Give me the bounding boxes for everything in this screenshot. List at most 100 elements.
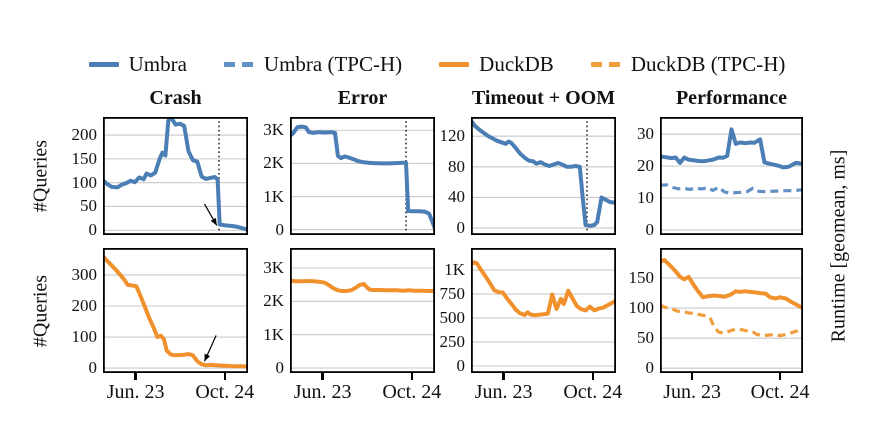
series-line-umbra-tpc-h xyxy=(660,183,803,195)
y-tick-label: 0 xyxy=(275,219,285,239)
y-tick-label: 500 xyxy=(439,308,466,328)
y-tick-label: 750 xyxy=(439,284,466,304)
legend-dashed-line-swatch xyxy=(590,62,621,68)
chart-canvas-duckdb-error xyxy=(290,248,435,373)
legend-label: Umbra (TPC-H) xyxy=(263,52,403,76)
chart-canvas-umbra-performance xyxy=(660,117,803,235)
axes-frame xyxy=(290,117,435,235)
series-line-duckdb xyxy=(103,254,248,369)
y-axis-label-runtime: Runtime [geomean, ms] xyxy=(827,149,850,343)
y-tick-label: 30 xyxy=(637,124,654,144)
x-tick-label: Jun. 23 xyxy=(293,381,352,403)
y-tick-label: 100 xyxy=(71,172,98,192)
y-tick-label: 0 xyxy=(645,358,655,378)
y-tick-label: 100 xyxy=(628,298,655,318)
y-tick-label: 2K xyxy=(263,291,284,311)
x-tick-label: Oct. 24 xyxy=(750,381,810,403)
subplot-umbra-performance xyxy=(660,117,803,235)
subplot-title-crash: Crash xyxy=(149,87,202,109)
series-line-umbra xyxy=(660,127,803,170)
x-tick-mark xyxy=(410,373,413,380)
y-tick-label: 0 xyxy=(88,358,98,378)
annotation-arrowhead xyxy=(210,217,217,226)
legend-solid-line-swatch xyxy=(439,62,470,68)
chart-canvas-duckdb-crash xyxy=(103,248,248,373)
x-tick-mark xyxy=(591,373,594,380)
legend-item-duckdb-tpc-h: DuckDB (TPC-H) xyxy=(590,52,786,76)
chart-canvas-umbra-error xyxy=(290,117,435,235)
subplot-duckdb-timeout-oom xyxy=(471,248,616,373)
series-line-duckdb xyxy=(290,278,435,293)
axes-frame xyxy=(660,248,803,373)
legend-label: DuckDB xyxy=(479,52,554,76)
y-tick-label: 120 xyxy=(439,126,466,146)
legend-item-duckdb: DuckDB xyxy=(439,52,554,76)
x-tick-mark xyxy=(778,373,782,380)
subplot-duckdb-error xyxy=(290,248,435,373)
x-tick-mark xyxy=(134,373,137,380)
legend-dashed-line-swatch xyxy=(223,62,254,68)
series-line-umbra xyxy=(471,118,616,228)
subplot-umbra-timeout-oom xyxy=(471,117,616,235)
y-tick-label: 100 xyxy=(71,327,98,347)
y-tick-label: 300 xyxy=(71,264,98,284)
y-tick-label: 0 xyxy=(456,355,466,375)
y-tick-label: 3K xyxy=(263,258,284,277)
y-tick-label: 250 xyxy=(439,332,466,351)
x-tick-label: Jun. 23 xyxy=(663,381,722,403)
x-tick-label: Oct. 24 xyxy=(563,381,623,403)
subplot-title-error: Error xyxy=(337,87,388,109)
series-line-duckdb xyxy=(471,260,616,318)
y-tick-label: 40 xyxy=(448,187,465,207)
series-line-umbra xyxy=(290,124,435,231)
x-tick-mark xyxy=(502,373,505,380)
annotation-arrowhead xyxy=(204,353,211,362)
y-tick-label: 1K xyxy=(444,260,465,280)
y-tick-label: 200 xyxy=(71,296,98,315)
y-tick-label: 0 xyxy=(275,358,285,377)
x-tick-label: Oct. 24 xyxy=(382,381,442,403)
y-tick-label: 80 xyxy=(448,156,465,176)
legend: Umbra Umbra (TPC-H) DuckDB DuckDB (TPC-H) xyxy=(0,52,874,76)
axes-frame xyxy=(290,248,435,373)
subplot-duckdb-performance xyxy=(660,248,803,373)
subplot-title-timeout-oom: Timeout + OOM xyxy=(471,87,616,109)
y-tick-label: 20 xyxy=(637,156,654,176)
series-line-umbra xyxy=(103,117,248,232)
chart-canvas-duckdb-timeout-oom xyxy=(471,248,616,373)
chart-canvas-umbra-crash xyxy=(103,117,248,235)
subplot-umbra-crash xyxy=(103,117,248,235)
y-tick-label: 3K xyxy=(263,120,284,140)
y-tick-label: 150 xyxy=(628,268,655,288)
y-tick-label: 2K xyxy=(263,153,284,173)
axes-frame xyxy=(103,117,248,235)
y-tick-label: 0 xyxy=(88,220,98,240)
series-line-duckdb-tpc-h xyxy=(660,303,803,338)
y-tick-label: 1K xyxy=(263,186,284,206)
y-tick-label: 50 xyxy=(637,328,654,348)
y-tick-label: 0 xyxy=(456,218,466,238)
subplot-title-performance: Performance xyxy=(675,87,788,109)
subplot-umbra-error xyxy=(290,117,435,235)
y-tick-label: 0 xyxy=(645,219,655,239)
axes-frame xyxy=(660,117,803,235)
legend-label: DuckDB (TPC-H) xyxy=(630,52,786,76)
legend-item-umbra: Umbra xyxy=(88,52,187,76)
chart-canvas-duckdb-performance xyxy=(660,248,803,373)
y-tick-label: 1K xyxy=(263,324,284,344)
chart-canvas-umbra-timeout-oom xyxy=(471,117,616,235)
y-tick-label: 150 xyxy=(71,148,98,168)
x-tick-mark xyxy=(690,373,694,380)
x-tick-label: Jun. 23 xyxy=(474,381,533,403)
y-tick-label: 50 xyxy=(80,196,97,216)
x-tick-label: Jun. 23 xyxy=(106,381,165,403)
axes-frame xyxy=(103,248,248,373)
y-tick-label: 10 xyxy=(637,188,654,207)
x-tick-mark xyxy=(223,373,226,380)
legend-item-umbra-tpc-h: Umbra (TPC-H) xyxy=(223,52,403,76)
axes-frame xyxy=(471,117,616,235)
legend-solid-line-swatch xyxy=(88,62,119,68)
legend-label: Umbra xyxy=(128,52,187,76)
series-line-duckdb xyxy=(660,258,803,311)
